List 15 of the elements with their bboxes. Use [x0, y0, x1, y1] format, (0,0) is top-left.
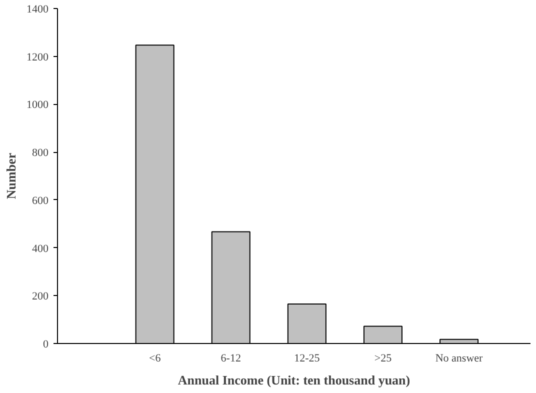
x-tick-label: No answer	[435, 352, 484, 364]
x-tick-label: 6-12	[220, 352, 241, 364]
x-tick-label: <6	[148, 352, 162, 364]
y-tick-label: 1000	[26, 99, 49, 112]
x-axis-title: Annual Income (Unit: ten thousand yuan)	[178, 372, 410, 388]
y-axis-title: Number	[4, 152, 18, 200]
y-tick-label: 1200	[26, 51, 49, 64]
y-tick-label: 400	[32, 242, 49, 255]
y-tick-label: 1400	[26, 4, 49, 16]
y-tick-label: 200	[32, 290, 49, 303]
x-tick-label: >25	[374, 352, 392, 364]
x-tick-label: 12-25	[294, 352, 320, 364]
y-tick-label: 0	[43, 338, 49, 350]
y-tick-label: 800	[32, 147, 49, 160]
y-tick-label: 600	[32, 194, 49, 207]
